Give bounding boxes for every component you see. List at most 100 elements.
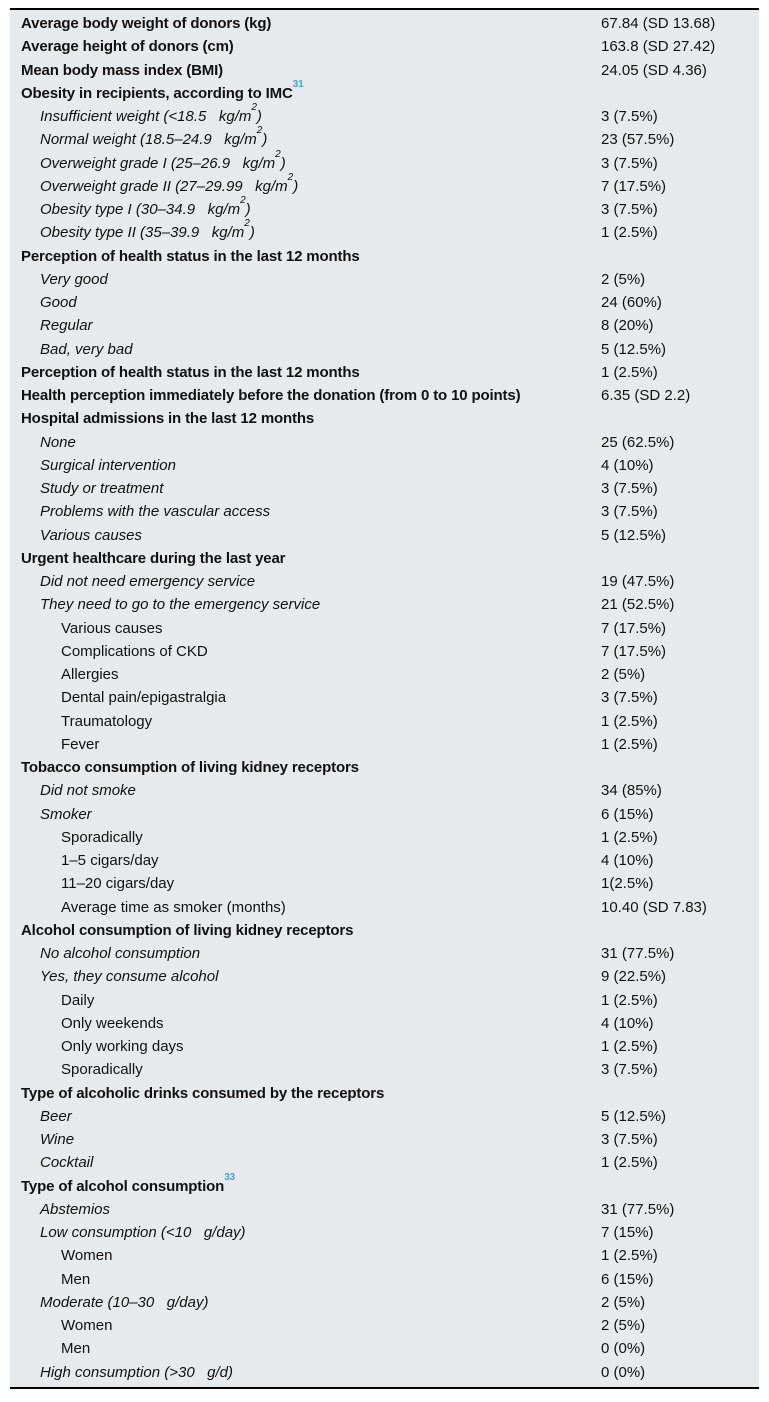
row-label: 11–20 cigars/day [10,872,174,895]
table-row: Obesity type II (35–39.9 kg/m2) 1 (2.5%) [10,218,759,244]
row-label-text: Perception of health status in the last … [21,363,360,381]
row-label-text: Complications of CKD [61,642,208,660]
row-label-text: Average time as smoker (months) [61,898,286,916]
row-label-text: Study or treatment [40,480,164,497]
row-label: Smoker [10,803,92,826]
row-label: Obesity type I (30–34.9 kg/m2) [10,196,251,221]
row-label-text: Traumatology [61,712,153,730]
row-label: Average time as smoker (months) [10,896,286,919]
row-value: 10.40 (SD 7.83) [601,898,707,916]
table-row: Yes, they consume alcohol 9 (22.5%) [10,965,759,988]
row-value: 1 (2.5%) [601,363,658,381]
table-row: Fever 1 (2.5%) [10,733,759,756]
row-value: 31 (77.5%) [601,1200,675,1218]
table-row: Good 24 (60%) [10,291,759,314]
row-label: Cocktail [10,1151,93,1174]
row-value: 4 (10%) [601,1014,654,1032]
row-label: Average body weight of donors (kg) [10,12,271,35]
row-value: 4 (10%) [601,456,654,474]
table-row: No alcohol consumption 31 (77.5%) [10,942,759,965]
table-row: High consumption (>30 g/d) 0 (0%) [10,1361,759,1384]
row-label-text: Surgical intervention [40,456,176,474]
row-label-text: Only weekends [61,1014,164,1032]
row-label: Did not smoke [10,779,136,802]
row-label-text: Did not smoke [40,782,136,800]
row-label-text: Obesity type I (30–34.9 kg/m [40,201,241,218]
row-label-text: Smoker [40,805,92,823]
table-row: Allergies 2 (5%) [10,663,759,686]
row-label-text: Obesity in recipients, according to IMC [21,84,293,102]
row-label-text: Health perception immediately before the… [21,387,521,404]
row-label: Dental pain/epigastralgia [10,686,226,709]
row-label-text: Tobacco consumption of living kidney rec… [21,759,359,776]
row-label-text: Normal weight (18.5–24.9 kg/m [40,131,257,149]
row-value: 1(2.5%) [601,875,654,893]
citation-link[interactable]: 31 [292,78,304,90]
row-value: 24 (60%) [601,294,662,311]
row-label-text: Women [61,1317,113,1334]
row-label: Low consumption (<10 g/day) [10,1221,246,1244]
row-label-text: Fever [61,735,100,753]
row-label-post: ) [256,108,262,125]
row-value: 3 (7.5%) [601,154,658,172]
row-value: 7 (17.5%) [601,177,667,195]
table-row: Dental pain/epigastralgia 3 (7.5%) [10,686,759,709]
row-label-text: Mean body mass index (BMI) [21,61,223,79]
row-label-text: Average height of donors (cm) [21,38,234,56]
row-value: 3 (7.5%) [601,503,658,521]
row-label-post: ) [245,201,251,218]
row-value: 0 (0%) [601,1340,646,1358]
row-label: Normal weight (18.5–24.9 kg/m2) [10,126,268,151]
row-value: 6 (15%) [601,1270,654,1288]
table-row: Obesity in recipients, according to IMC3… [10,78,759,105]
row-label: Wine [10,1128,74,1151]
row-label: Moderate (10–30 g/day) [10,1291,208,1314]
citation-link[interactable]: 33 [224,1171,236,1183]
row-value: 24.05 (SD 4.36) [601,61,707,79]
superscript: 2 [251,102,257,113]
row-label: Perception of health status in the last … [10,361,360,384]
table-row: Women 2 (5%) [10,1314,759,1337]
row-value: 3 (7.5%) [601,108,658,125]
row-value: 1 (2.5%) [601,224,658,242]
row-label: Problems with the vascular access [10,500,270,523]
row-label: No alcohol consumption [10,942,200,965]
table-row: Average time as smoker (months) 10.40 (S… [10,896,759,919]
row-value: 1 (2.5%) [601,991,658,1009]
table-row: Mean body mass index (BMI) 24.05 (SD 4.3… [10,59,759,82]
table-row: Insufficient weight (<18.5 kg/m2) 3 (7.5… [10,102,759,128]
row-label-text: Overweight grade I (25–26.9 kg/m [40,154,276,172]
row-label: Regular [10,314,93,337]
row-label-text: Insufficient weight (<18.5 kg/m [40,108,252,125]
row-value: 7 (15%) [601,1224,654,1241]
table-row: Regular 8 (20%) [10,314,759,337]
row-label: Study or treatment [10,477,163,500]
row-value: 2 (5%) [601,1317,646,1334]
row-value: 3 (7.5%) [601,480,658,497]
row-value: 7 (17.5%) [601,619,667,637]
row-label: Complications of CKD [10,640,208,663]
table-row: Type of alcohol consumption33 [10,1171,759,1198]
row-label-text: Hospital admissions in the last 12 month… [21,410,315,428]
row-value: 19 (47.5%) [601,573,675,590]
table-row: Smoker 6 (15%) [10,803,759,826]
row-label-text: Type of alcoholic drinks consumed by the… [21,1084,385,1102]
row-value: 23 (57.5%) [601,131,675,149]
row-label-text: 1–5 cigars/day [61,852,159,869]
row-label: Urgent healthcare during the last year [10,547,286,570]
row-value: 25 (62.5%) [601,433,675,451]
row-label-text: Very good [40,270,108,288]
row-label-post: ) [262,131,268,149]
table-row: Complications of CKD 7 (17.5%) [10,640,759,663]
superscript: 2 [244,218,250,230]
row-label-text: Did not need emergency service [40,573,256,590]
row-label: Bad, very bad [10,338,133,361]
table-row: 1–5 cigars/day 4 (10%) [10,849,759,872]
row-label-text: Average body weight of donors (kg) [21,15,272,32]
row-label: None [10,431,76,454]
row-label: Tobacco consumption of living kidney rec… [10,756,359,779]
row-value: 7 (17.5%) [601,642,667,660]
row-value: 2 (5%) [601,666,646,683]
row-label-post: ) [280,154,286,172]
row-label: 1–5 cigars/day [10,849,159,872]
